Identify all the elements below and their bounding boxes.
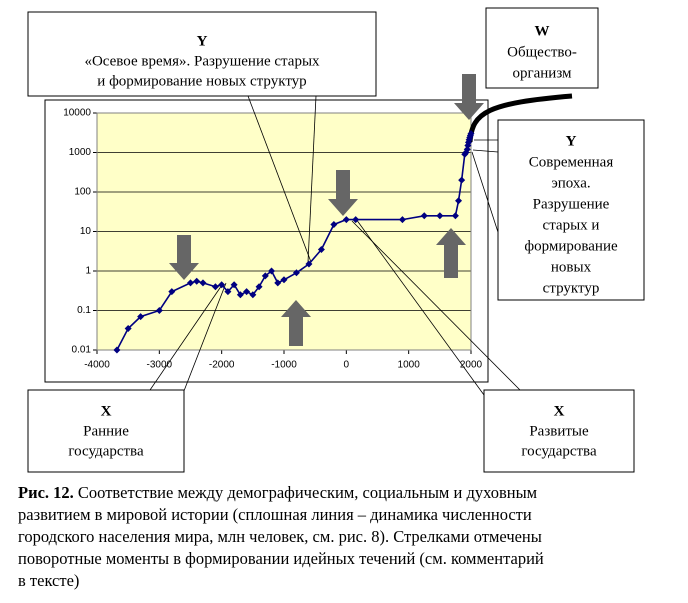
x-tick-label: -2000 [209, 360, 235, 371]
data-point [243, 288, 251, 296]
data-point [436, 212, 444, 220]
data-point [451, 212, 459, 220]
y-tick-label: 10 [80, 226, 92, 237]
annotation-text: эпоха. [551, 175, 590, 191]
x-tick-label: 1000 [398, 360, 421, 371]
data-point [305, 260, 313, 268]
data-point [342, 216, 350, 224]
annotation-text: государства [521, 443, 597, 459]
x-tick-label: 2000 [460, 360, 483, 371]
annotation-title: Y [197, 33, 208, 49]
data-point [168, 288, 176, 296]
annotation-text: Разрушение [533, 196, 610, 212]
caption-line: городского населения мира, млн человек, … [18, 527, 542, 546]
annotation-text: новых [551, 259, 592, 275]
caption-line: развитием в мировой истории (сплошная ли… [18, 505, 532, 524]
annotation-title: Y [566, 133, 577, 149]
data-point [261, 272, 269, 280]
x-tick-label: -4000 [84, 360, 110, 371]
y-tick-label: 1000 [69, 147, 92, 158]
caption-line: поворотные моменты в формировании идейны… [18, 549, 544, 568]
data-point [420, 212, 428, 220]
x-tick-label: -1000 [271, 360, 297, 371]
annotation-text: структур [543, 280, 600, 296]
data-point [124, 325, 132, 333]
y-tick-label: 1 [85, 266, 91, 277]
caption: Рис. 12. Соответствие между демографичес… [18, 483, 538, 502]
data-point [330, 221, 338, 229]
data-point [211, 283, 219, 291]
data-point [317, 246, 325, 254]
data-point [352, 216, 360, 224]
annotation-box [27, 11, 377, 97]
data-point [155, 307, 163, 314]
data-point [467, 130, 475, 138]
data-point [187, 279, 194, 287]
data-point [255, 283, 263, 291]
data-point [230, 281, 238, 289]
annotation-box [497, 119, 645, 301]
data-point [113, 346, 121, 354]
annotation-text: формирование [524, 238, 618, 254]
annotation-text: Общество- [507, 44, 577, 60]
data-point [274, 279, 282, 287]
data-point [236, 291, 244, 299]
annotation-title: X [101, 403, 112, 419]
arrow [454, 74, 484, 120]
arrow [281, 300, 311, 346]
annotation-text: Ранние [83, 423, 129, 439]
arrow [328, 170, 358, 216]
data-point [455, 197, 463, 205]
annotation-text: Развитые [529, 423, 589, 439]
data-point [224, 288, 232, 296]
data-point [249, 291, 257, 299]
arrow [169, 235, 199, 280]
annotation-box [27, 389, 185, 473]
annotation-box [483, 389, 635, 473]
y-tick-label: 0.1 [77, 305, 91, 316]
arrow [436, 228, 466, 278]
annotation-text: Современная [529, 154, 614, 170]
y-tick-label: 10000 [63, 108, 91, 119]
data-point [292, 269, 300, 277]
data-point [398, 216, 406, 224]
caption-line: в тексте) [18, 571, 79, 590]
annotation-text: и формирование новых структур [97, 73, 306, 89]
data-point [199, 279, 207, 287]
data-point [193, 277, 201, 285]
data-point [137, 313, 145, 321]
x-tick-label: -3000 [147, 360, 173, 371]
annotation-text: организм [512, 65, 572, 81]
y-tick-label: 0.01 [72, 345, 92, 356]
arrows [169, 74, 484, 346]
data-point [218, 281, 226, 289]
annotation-box [485, 7, 599, 89]
y-tick-label: 100 [74, 187, 91, 198]
caption-line: Соответствие между демографическим, соци… [74, 483, 538, 502]
data-point [280, 276, 288, 284]
x-tick-label: 0 [344, 360, 350, 371]
annotation-title: X [554, 403, 565, 419]
caption-label: Рис. 12. [18, 483, 74, 502]
data-point [268, 267, 276, 275]
annotation-title: W [535, 23, 550, 39]
annotation-text: старых и [543, 217, 600, 233]
data-point [458, 176, 466, 184]
annotation-text: государства [68, 443, 144, 459]
plot-border [96, 112, 472, 351]
annotation-text: «Осевое время». Разрушение старых [84, 53, 320, 69]
